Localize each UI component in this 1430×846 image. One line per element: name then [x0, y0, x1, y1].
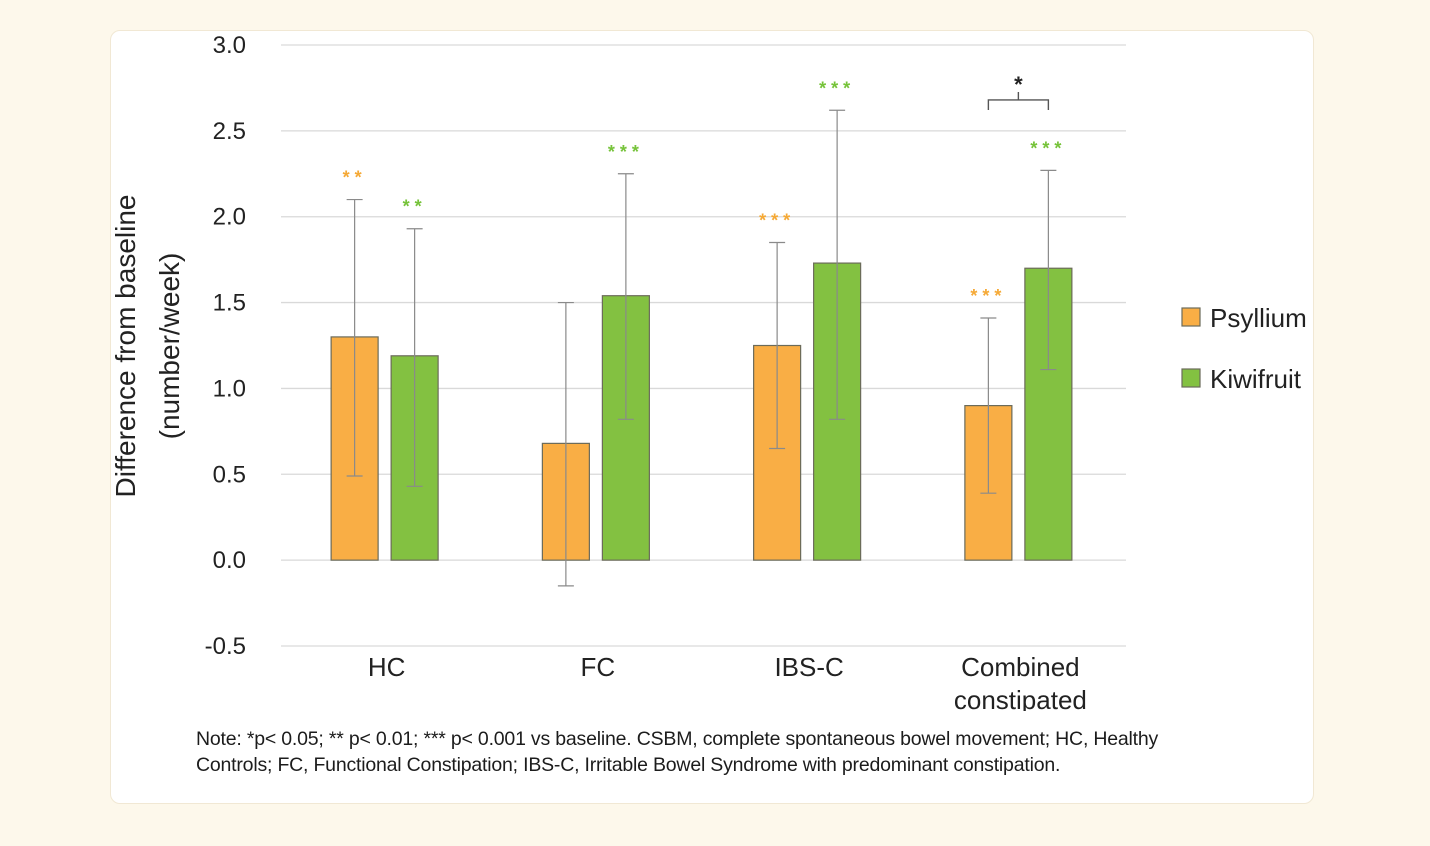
x-category-label: HC — [368, 652, 406, 682]
chart-card: 3.0 2.5 2.0 1.5 1.0 0.5 0.0 -0.5 Difference from… — [110, 30, 1314, 804]
y-tick-label: 1.0 — [213, 375, 246, 402]
legend-swatch-kiwifruit — [1181, 368, 1201, 388]
significance-label: ** — [343, 168, 367, 188]
y-tick-label: 1.5 — [213, 290, 246, 317]
y-tick-label: 0.5 — [213, 461, 246, 488]
y-axis-title-units: (number/week) — [154, 253, 185, 440]
x-category-label: Combined — [961, 652, 1080, 682]
chart-note: Note: *p< 0.05; ** p< 0.01; *** p< 0.001… — [196, 728, 1159, 776]
significance-label: *** — [759, 210, 795, 230]
y-axis-title: Difference from baseline — [111, 195, 141, 498]
comparison-bracket — [987, 99, 1050, 110]
legend-swatch-psyllium — [1181, 307, 1201, 327]
significance-label: ** — [403, 197, 427, 217]
significance-label: *** — [970, 286, 1006, 306]
bar-chart: 3.0 2.5 2.0 1.5 1.0 0.5 0.0 -0.5 Difference from… — [111, 32, 1307, 711]
x-category-label: constipated — [954, 685, 1087, 711]
x-category-label: FC — [581, 652, 616, 682]
y-tick-label: 3.0 — [213, 32, 246, 59]
legend-label-psyllium: Psyllium — [1210, 303, 1307, 333]
y-tick-label: 2.5 — [213, 118, 246, 145]
y-tick-label: -0.5 — [205, 633, 246, 660]
significance-label: *** — [608, 142, 644, 162]
y-tick-label: 0.0 — [213, 547, 246, 574]
bar-psyllium — [753, 344, 802, 561]
comparison-label: * — [1014, 72, 1023, 97]
legend-label-kiwifruit: Kiwifruit — [1210, 364, 1302, 394]
x-category-label: IBS-C — [774, 652, 843, 682]
y-tick-label: 2.0 — [213, 204, 246, 231]
significance-label: *** — [819, 78, 855, 98]
significance-label: *** — [1030, 138, 1066, 158]
